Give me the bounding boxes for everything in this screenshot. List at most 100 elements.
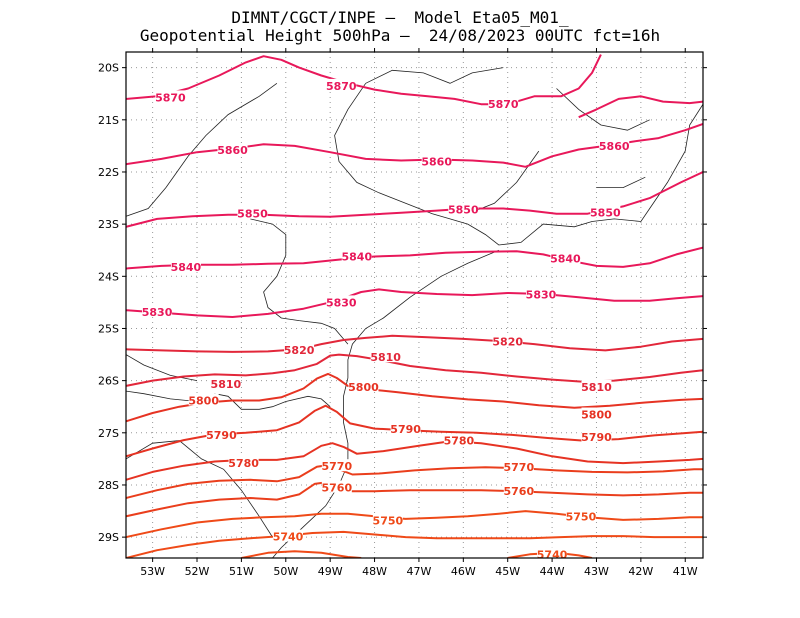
contour-label-5770: 5770 [322,460,353,473]
contour-label-bg [237,206,268,219]
coastline-segment [126,440,273,538]
x-tick-label: 50W [273,565,298,578]
coastline-segment [126,354,198,381]
x-tick-label: 53W [140,565,165,578]
chart-title-line1: DIMNT/CGCT/INPE – Model Eta05_M01_ [231,8,569,27]
contour-label-5840: 5840 [171,261,202,274]
contour-label-5810: 5810 [211,378,242,391]
contour-label-bg [348,379,379,392]
contour-label-bg [142,304,173,317]
contour-label-bg [170,259,201,272]
contour-label-5850: 5850 [237,208,268,221]
x-tick-label: 52W [185,565,210,578]
contour-label-5810: 5810 [370,351,401,364]
contour-label-bg [448,202,479,215]
contour-label-5780: 5780 [444,435,475,448]
contour-label-bg [492,334,523,347]
contour-label-5760: 5760 [322,482,353,495]
contour-label-bg [372,513,403,526]
coastline-segment [126,390,331,410]
contour-label-bg [284,342,315,355]
coastline-segment [272,249,499,558]
x-tick-label: 49W [318,565,343,578]
contour-label-bg [421,154,452,167]
contour-label-bg [503,484,534,497]
contour-label-5770: 5770 [503,461,534,474]
y-tick-label: 23S [98,218,119,231]
contour-label-bg [321,480,352,493]
contour-label-bg [370,350,401,363]
contour-label-bg [599,138,630,151]
contour-label-bg [525,287,556,300]
contour-label-5870: 5870 [155,91,186,104]
contour-label-bg [341,249,372,262]
contour-label-bg [503,460,534,473]
contour-label-bg [581,379,612,392]
x-tick-label: 44W [540,565,565,578]
contour-label-5860: 5860 [217,144,248,157]
contour-5740b [241,550,362,558]
contour-label-5740: 5740 [273,531,304,544]
contour-label-5860: 5860 [421,156,452,169]
contour-label-5750: 5750 [566,510,597,523]
contour-label-bg [228,456,259,469]
x-tick-label: 41W [673,565,698,578]
coastline-segment [250,218,349,345]
contour-label-bg [488,97,519,110]
contour-label-5760: 5760 [503,485,534,498]
contour-label-bg [188,393,219,406]
contour-label-bg [273,529,304,542]
x-tick-label: 45W [495,565,520,578]
contour-label-5750: 5750 [373,514,404,527]
x-tick-label: 48W [362,565,387,578]
contour-5870 [126,54,602,106]
contour-5780 [126,440,703,481]
contour-label-bg [326,295,357,308]
coastline-segment [556,88,650,131]
contour-label-5810: 5810 [581,381,612,394]
contour-label-5850: 5850 [590,207,621,220]
contour-label-bg [590,205,621,218]
contour-label-bg [565,509,596,522]
x-tick-label: 47W [407,565,432,578]
y-tick-label: 25S [98,322,119,335]
contour-label-5800: 5800 [188,394,219,407]
contour-label-5870: 5870 [488,98,519,111]
contour-label-bg [443,433,474,446]
coastline-segment [334,83,703,246]
contour-label-5800: 5800 [581,409,612,422]
contour-label-bg [217,143,248,156]
contour-label-5780: 5780 [228,457,259,470]
coastline-segment [365,67,504,84]
x-tick-label: 51W [229,565,254,578]
contour-label-5830: 5830 [326,296,357,309]
contour-5820 [126,334,703,353]
contour-label-5840: 5840 [550,253,581,266]
coastline-segment [596,176,646,188]
contour-label-bg [321,459,352,472]
y-tick-label: 22S [98,166,119,179]
coastline-segment [126,82,278,217]
contour-label-5820: 5820 [284,344,315,357]
contour-label-bg [155,90,186,103]
contour-label-bg [210,376,241,389]
y-tick-label: 28S [98,479,119,492]
contour-label-5820: 5820 [492,336,523,349]
y-tick-label: 26S [98,375,119,388]
contour-5740 [126,530,703,558]
contour-label-5830: 5830 [142,306,173,319]
contour-label-5800: 5800 [348,381,379,394]
contour-label-bg [206,427,237,440]
contour-label-bg [326,78,357,91]
axis-ticks: 53W 52W 51W 50W 49W 48W 47W 46W 45W 44W 43W 42W 41W 2… [98,48,707,578]
contour-label-bg [581,429,612,442]
contour-label-5790: 5790 [581,431,612,444]
y-tick-label: 21S [98,114,119,127]
contour-5840 [126,246,703,270]
contour-label-5790: 5790 [390,423,421,436]
x-tick-label: 42W [628,565,653,578]
contour-label-5850: 5850 [448,204,479,217]
contour-label-bg [537,547,568,558]
contour-5760 [126,481,703,518]
